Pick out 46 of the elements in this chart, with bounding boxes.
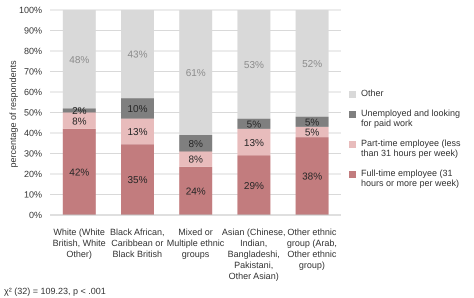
data-label: 8% [188, 138, 204, 150]
data-label: 43% [127, 50, 148, 61]
y-tick-label: 90% [24, 26, 42, 36]
bar [121, 118, 154, 144]
data-label: 13% [127, 127, 148, 138]
y-tick-label: 20% [24, 169, 42, 180]
data-label: 5% [246, 119, 262, 130]
y-tick-label: 70% [24, 66, 42, 77]
data-label: 61% [186, 68, 206, 80]
y-tick-label: 80% [24, 46, 42, 56]
data-label: 5% [304, 128, 320, 139]
y-tick-label: 30% [24, 148, 42, 159]
y-tick-label: 10% [24, 190, 42, 200]
y-tick-label: 0% [28, 210, 42, 220]
data-label: 13% [244, 138, 264, 149]
data-label: 53% [244, 60, 264, 71]
data-label: 5% [304, 117, 320, 128]
bar [296, 137, 329, 215]
data-label: 29% [244, 180, 264, 192]
data-label: 35% [127, 175, 148, 186]
data-label: 8% [188, 154, 204, 166]
y-tick-label: 40% [24, 128, 42, 138]
bar [62, 128, 96, 215]
x-tick-label: White (White British, White Other) [52, 227, 106, 259]
data-label: 10% [127, 104, 148, 115]
text: χ² (32) = 109.23, p < .001 [4, 286, 106, 296]
legend-label: Part-time employee (less than 31 hours per week) [361, 138, 462, 158]
legend-label: Other [361, 88, 384, 98]
legend-label: Unemployed and looking for paid work [361, 108, 462, 128]
data-label: 42% [69, 168, 90, 178]
y-tick-label: 50% [24, 108, 42, 118]
x-tick-label: Other ethnic group (Arab, Other ethnic group) [286, 227, 337, 270]
y-axis-title: percentage of respondents [8, 60, 18, 168]
data-label: 52% [302, 58, 322, 70]
bar [237, 156, 270, 215]
x-tick-label: Black African, Caribbean or Black British [110, 227, 165, 259]
data-label: 38% [302, 172, 322, 183]
data-label: 24% [186, 186, 206, 198]
bar [121, 144, 154, 215]
data-label: 48% [69, 54, 90, 66]
bar [179, 166, 212, 215]
bar [237, 128, 270, 156]
legend-label: Full-time employee (31 hours or more per week) [361, 168, 460, 188]
data-label: 8% [72, 116, 87, 128]
y-tick-label: 100% [18, 5, 42, 16]
y-tick-label: 60% [24, 87, 42, 98]
